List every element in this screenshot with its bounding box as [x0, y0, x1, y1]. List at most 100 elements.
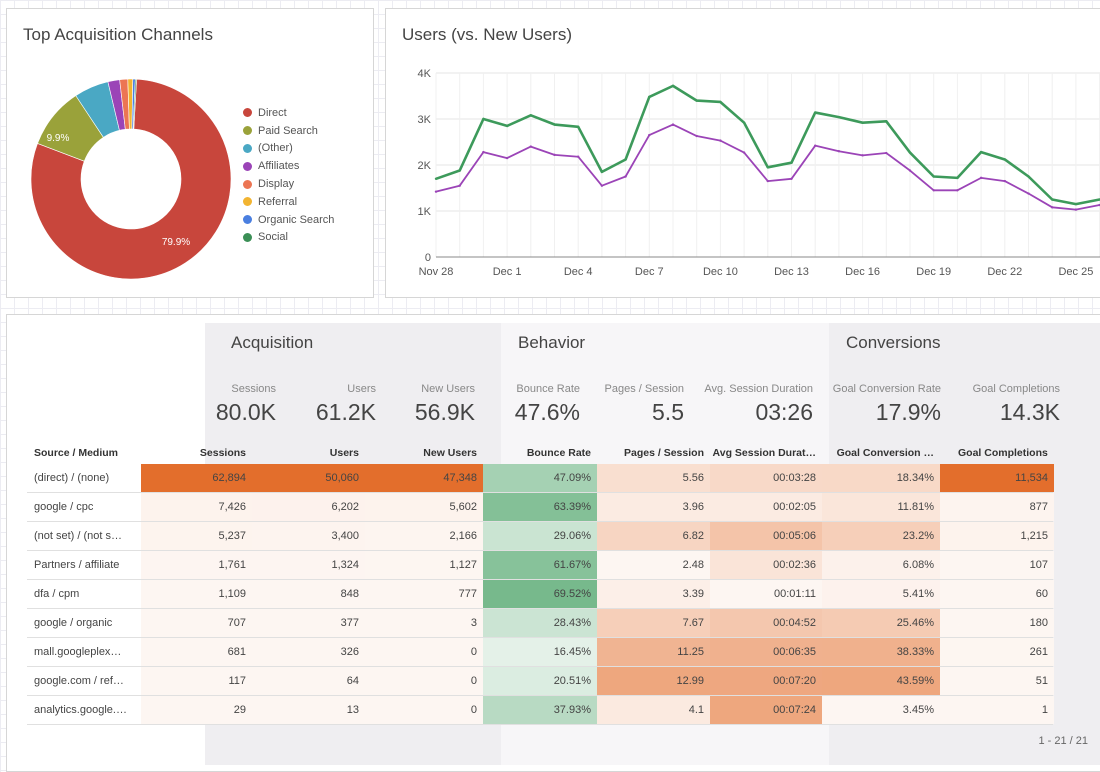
table-row[interactable]: mall.googleplex… 681 326 0 16.45% 11.25 00:06:…: [27, 638, 1054, 667]
data-point: [577, 155, 580, 158]
metric-cell: 20.51%: [483, 667, 597, 695]
table-row[interactable]: dfa / cpm 1,109 848 777 69.52% 3.39 00:01:11 5.…: [27, 580, 1054, 609]
data-point: [600, 170, 604, 174]
source-medium-cell: dfa / cpm: [34, 588, 80, 600]
legend-color-dot-icon: [243, 215, 252, 225]
legend-label: Referral: [258, 195, 298, 208]
data-point: [742, 121, 746, 124]
y-tick-label: 4K: [418, 68, 432, 80]
kpi-goal-completions: Goal Completions 14.3K: [973, 383, 1060, 426]
legend-item[interactable]: Organic Search: [243, 211, 334, 229]
data-point: [671, 84, 675, 88]
column-header[interactable]: Avg Session Durat…: [712, 447, 816, 459]
source-medium-cell: Partners / affiliate: [34, 559, 120, 571]
table-row[interactable]: google / cpc 7,426 6,202 5,602 63.39% 3.96 00:…: [27, 493, 1054, 522]
metric-cell: 18.34%: [822, 464, 940, 492]
data-point: [1027, 175, 1030, 178]
table-row[interactable]: analytics.google.… 29 13 0 37.93% 4.1 00:07:24…: [27, 696, 1054, 725]
x-tick-label: Nov 28: [419, 266, 454, 278]
kpi-label: Goal Completions: [972, 383, 1060, 395]
column-header[interactable]: Bounce Rate: [526, 447, 591, 459]
table-row[interactable]: (direct) / (none) 62,894 50,060 47,348 47.09…: [27, 464, 1054, 493]
line-title: Users (vs. New Users): [402, 25, 573, 44]
column-header[interactable]: Pages / Session: [624, 447, 704, 459]
source-medium-cell: mall.googleplex…: [34, 646, 122, 658]
legend-item[interactable]: Display: [243, 175, 334, 193]
source-medium-table-card: Acquisition Behavior Conversions Session…: [6, 314, 1100, 772]
metric-cell: 51: [940, 667, 1054, 695]
metric-cell: 7.67: [597, 609, 710, 637]
donut-legend: Direct Paid Search (Other) Affiliates Displa…: [243, 104, 334, 246]
metric-cell: 11,534: [940, 464, 1054, 492]
legend-item[interactable]: Paid Search: [243, 122, 334, 140]
data-point: [837, 150, 841, 153]
data-point: [1003, 158, 1006, 161]
pie-slice-direct[interactable]: [30, 78, 232, 280]
x-tick-label: Dec 13: [774, 266, 809, 278]
column-header[interactable]: Goal Completions: [958, 447, 1048, 459]
data-point: [505, 124, 509, 128]
kpi-label: New Users: [421, 383, 475, 395]
group-conversions: Conversions: [846, 333, 941, 352]
metric-cell: 00:07:20: [710, 667, 822, 695]
metric-cell: 00:02:05: [710, 493, 822, 521]
column-header[interactable]: Sessions: [199, 447, 246, 459]
data-point: [956, 176, 959, 180]
x-tick-label: Dec 25: [1058, 266, 1093, 278]
kpi-bounce-rate: Bounce Rate 47.6%: [515, 383, 580, 426]
source-medium-cell: google / cpc: [34, 501, 94, 513]
column-header[interactable]: Users: [329, 447, 359, 459]
metric-cell: 38.33%: [822, 638, 940, 666]
data-point: [1074, 208, 1078, 211]
kpi-sessions: Sessions 80.0K: [216, 383, 276, 426]
table-row[interactable]: google.com / ref… 117 64 0 20.51% 12.99 00:07:…: [27, 667, 1054, 696]
metric-cell: 69.52%: [483, 580, 597, 608]
metric-cell: 00:04:52: [710, 609, 822, 637]
legend-label: Direct: [258, 106, 287, 119]
legend-color-dot-icon: [243, 232, 252, 242]
legend-label: Display: [258, 178, 295, 191]
metric-cell: 00:03:28: [710, 464, 822, 492]
legend-item[interactable]: Direct: [243, 104, 334, 122]
column-header[interactable]: Source / Medium: [34, 447, 119, 459]
column-header[interactable]: Goal Conversion …: [836, 447, 934, 459]
metric-cell: 63.39%: [483, 493, 597, 521]
y-tick-label: 3K: [418, 114, 432, 126]
pagination[interactable]: 1 - 21 / 21: [1038, 735, 1088, 747]
legend-item[interactable]: Social: [243, 229, 334, 247]
data-point: [742, 151, 746, 154]
data-point: [695, 134, 698, 138]
kpi-users: Users 61.2K: [316, 383, 376, 426]
legend-item[interactable]: (Other): [243, 140, 334, 158]
data-point: [1051, 198, 1054, 201]
kpi-pages-session: Pages / Session 5.5: [605, 383, 685, 426]
pie-slice-social[interactable]: [132, 78, 137, 130]
data-point: [1051, 206, 1054, 209]
table-row[interactable]: Partners / affiliate 1,761 1,324 1,127 61.67…: [27, 551, 1054, 580]
metric-cell: 877: [940, 493, 1054, 521]
legend-item[interactable]: Referral: [243, 193, 334, 211]
metric-cell: 28.43%: [483, 609, 597, 637]
data-point: [624, 158, 627, 161]
data-point: [932, 189, 935, 192]
users-line-chart[interactable]: 0 1K 2K 3K 4K Nov 28 Dec 1 Dec 4 Dec 7 Dec 10 Dec …: [386, 9, 1100, 299]
table-row[interactable]: google / organic 707 377 3 28.43% 7.67 00:04:5…: [27, 609, 1054, 638]
metric-cell: 0: [365, 667, 483, 695]
kpi-label: Sessions: [231, 383, 276, 395]
data-point: [956, 189, 959, 192]
data-point: [458, 169, 461, 172]
metric-cell: 3: [365, 609, 483, 637]
legend-color-dot-icon: [243, 179, 252, 189]
legend-label: Affiliates: [258, 160, 300, 173]
table-row[interactable]: (not set) / (not s… 5,237 3,400 2,166 29.06%…: [27, 522, 1054, 551]
data-point: [908, 169, 912, 172]
metric-cell: 2,166: [365, 522, 483, 550]
metric-cell: 00:05:06: [710, 522, 822, 550]
kpi-value: 14.3K: [999, 399, 1060, 425]
column-header[interactable]: New Users: [423, 447, 477, 459]
legend-item[interactable]: Affiliates: [243, 157, 334, 175]
metric-cell: 377: [252, 609, 365, 637]
group-behavior: Behavior: [518, 333, 586, 352]
donut-chart[interactable]: 79.9% 9.9%: [21, 69, 241, 289]
metric-cell: 5,237: [141, 522, 252, 550]
